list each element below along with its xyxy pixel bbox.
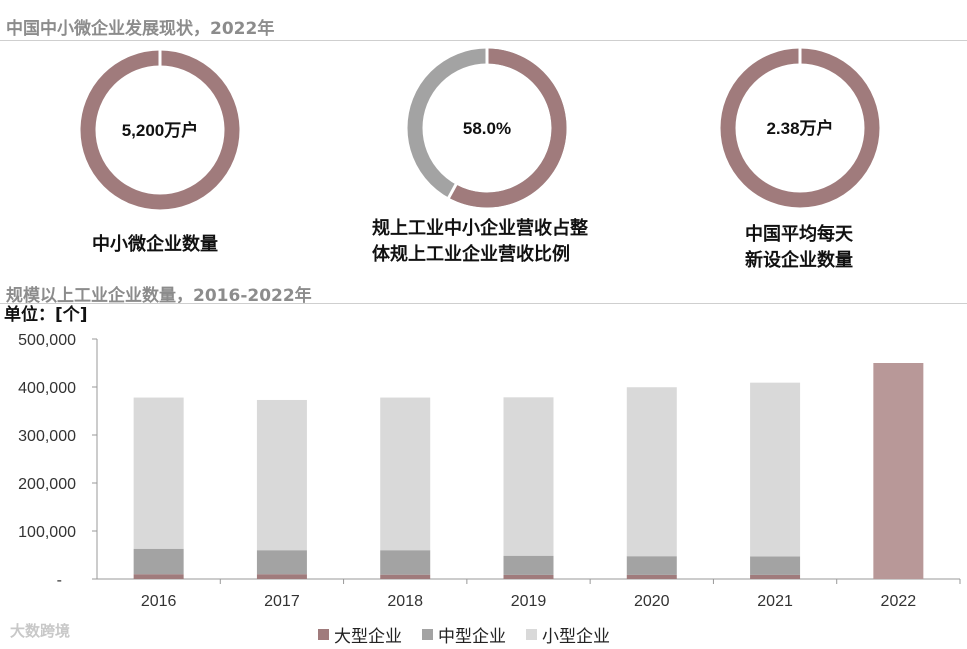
- legend-swatch: [318, 629, 329, 640]
- x-tick-label-2019: 2019: [511, 593, 547, 610]
- legend-label: 中型企业: [438, 627, 506, 647]
- x-tick-label-2022: 2022: [881, 593, 917, 610]
- bar-2016-0: [133, 574, 184, 579]
- legend-item-1: 中型企业: [422, 622, 506, 647]
- y-tick-label: 200,000: [18, 476, 76, 493]
- donut-label-revenue-share: 规上工业中小企业营收占整 体规上工业企业营收比例: [372, 218, 588, 265]
- legend-label: 大型企业: [334, 627, 402, 647]
- legend-label: 小型企业: [542, 627, 610, 647]
- x-tick-label-2016: 2016: [141, 593, 177, 610]
- donut-1: 58.0%: [407, 47, 567, 208]
- donut-label-new-firms: 中国平均每天 新设企业数量: [745, 224, 853, 271]
- top-divider: [0, 40, 967, 41]
- bar-2019-1: [503, 555, 554, 575]
- bar-2020-1: [626, 556, 677, 575]
- bar-2018-0: [380, 574, 431, 579]
- bar-2016-1: [133, 548, 184, 575]
- x-tick-label-2017: 2017: [264, 593, 300, 610]
- unit-label: 单位：[个]: [4, 305, 88, 325]
- chart-legend: 大型企业 中型企业 小型企业: [318, 622, 610, 647]
- watermark-text: 大数跨境: [10, 622, 71, 640]
- legend-swatch: [422, 629, 433, 640]
- donut-0: 5,200万户: [80, 49, 240, 210]
- donut-center-value: 2.38万户: [766, 118, 833, 138]
- y-tick-label: 300,000: [18, 428, 76, 445]
- bar-2016-2: [133, 397, 184, 549]
- bar-2018-1: [380, 550, 431, 575]
- legend-item-2: 小型企业: [526, 622, 610, 647]
- donut-2: 2.38万户: [720, 47, 880, 208]
- bar-2021-0: [750, 574, 801, 579]
- bar-2022-0: [873, 363, 924, 579]
- bar-2020-0: [626, 574, 677, 579]
- donut-label-smes: 中小微企业数量: [92, 234, 218, 255]
- y-tick-label: 100,000: [18, 524, 76, 541]
- bar-2020-2: [626, 387, 677, 557]
- bar-chart: - 100,000 200,000 300,000 400,000 500,000 2016…: [18, 332, 961, 610]
- bar-2019-2: [503, 397, 554, 556]
- watermark: 大数跨境: [10, 620, 70, 641]
- bar-2017-2: [256, 399, 307, 551]
- donut-center-value: 5,200万户: [122, 120, 199, 140]
- legend-item-0: 大型企业: [318, 622, 402, 647]
- bottom-divider: [0, 303, 967, 304]
- bottom-section-title: 规模以上工业企业数量，2016-2022年: [6, 286, 312, 306]
- bar-2017-1: [256, 550, 307, 575]
- x-tick-label-2020: 2020: [634, 593, 670, 610]
- x-tick-label-2021: 2021: [757, 593, 793, 610]
- bar-2021-1: [750, 556, 801, 575]
- bar-2019-0: [503, 574, 554, 579]
- y-tick-label: 400,000: [18, 380, 76, 397]
- bar-2018-2: [380, 397, 431, 551]
- donut-value-arc: [448, 48, 567, 208]
- donut-center-value: 58.0%: [463, 119, 511, 138]
- legend-swatch: [526, 629, 537, 640]
- bar-2021-2: [750, 382, 801, 557]
- bar-2017-0: [256, 574, 307, 579]
- top-section-title: 中国中小微企业发展现状，2022年: [6, 19, 275, 39]
- y-tick-label: -: [57, 572, 62, 589]
- donut-gap: [446, 182, 458, 200]
- y-tick-label: 500,000: [18, 332, 76, 349]
- donut-charts: 5,200万户 58.0% 2.38万户: [80, 47, 880, 210]
- x-tick-label-2018: 2018: [387, 593, 423, 610]
